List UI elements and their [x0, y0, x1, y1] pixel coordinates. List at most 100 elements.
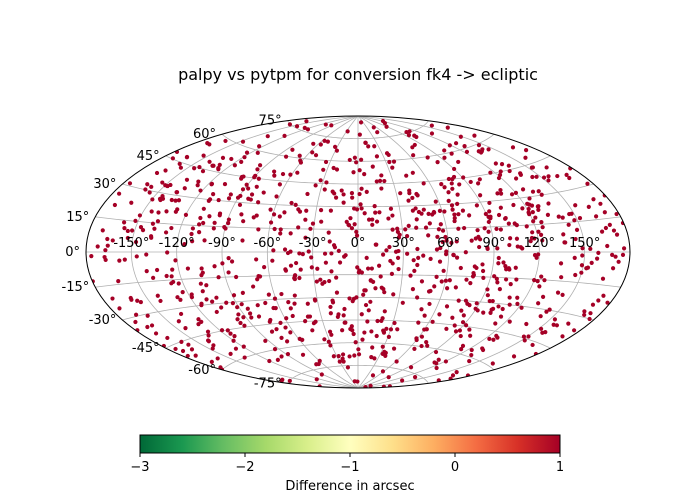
- data-point: [347, 296, 352, 301]
- data-point: [460, 208, 466, 213]
- data-point: [425, 155, 430, 160]
- data-point: [364, 255, 369, 260]
- data-point: [493, 321, 498, 326]
- data-point: [334, 167, 340, 172]
- data-point: [254, 184, 259, 189]
- data-point: [347, 157, 352, 163]
- data-point: [546, 174, 551, 179]
- data-point: [498, 227, 503, 232]
- latitude-tick-label: -75°: [254, 376, 282, 391]
- data-point: [533, 215, 538, 220]
- data-point: [309, 265, 314, 270]
- data-point: [424, 339, 429, 345]
- data-point: [534, 174, 539, 179]
- data-point: [366, 308, 371, 313]
- data-point: [298, 160, 304, 165]
- data-point: [268, 220, 274, 225]
- data-point: [435, 234, 440, 239]
- data-point: [231, 338, 236, 343]
- data-point: [458, 134, 463, 139]
- data-point: [341, 200, 346, 205]
- data-point: [487, 336, 492, 341]
- data-point: [173, 258, 178, 263]
- data-point: [414, 336, 419, 341]
- data-point: [271, 212, 277, 217]
- data-point: [310, 150, 315, 155]
- data-point: [412, 346, 417, 351]
- data-point: [362, 211, 367, 216]
- data-point: [387, 244, 392, 250]
- data-point: [153, 331, 159, 336]
- data-point: [95, 244, 100, 249]
- data-point: [307, 314, 313, 319]
- data-point: [336, 354, 341, 359]
- data-point: [184, 154, 190, 160]
- data-point: [174, 190, 180, 195]
- data-point: [555, 290, 561, 295]
- data-point: [222, 181, 228, 187]
- data-point: [610, 252, 615, 257]
- data-point: [373, 242, 378, 247]
- data-point: [210, 299, 215, 304]
- data-point: [149, 209, 154, 214]
- data-point: [481, 310, 486, 315]
- data-point: [526, 206, 531, 212]
- data-point: [117, 191, 122, 196]
- data-point: [438, 222, 443, 227]
- data-point: [433, 199, 438, 204]
- data-point: [449, 181, 454, 186]
- data-point: [232, 334, 237, 339]
- data-point: [577, 216, 583, 221]
- data-point: [282, 247, 288, 252]
- data-point: [485, 246, 490, 252]
- data-point: [591, 197, 596, 202]
- data-point: [480, 147, 485, 152]
- data-point: [415, 295, 420, 300]
- data-point: [539, 219, 544, 225]
- data-point: [378, 274, 383, 279]
- data-point: [349, 190, 355, 196]
- data-point: [382, 290, 387, 295]
- data-point: [377, 210, 382, 215]
- data-point: [390, 165, 395, 170]
- data-point: [443, 234, 448, 240]
- data-point: [287, 122, 293, 127]
- data-point: [329, 269, 334, 274]
- data-point: [594, 214, 599, 219]
- data-point: [235, 317, 240, 322]
- data-point: [507, 242, 512, 248]
- data-point: [152, 226, 157, 231]
- data-point: [480, 347, 486, 353]
- data-point: [229, 259, 235, 264]
- data-point: [467, 358, 472, 364]
- data-point: [354, 207, 360, 212]
- data-point: [220, 261, 225, 266]
- data-point: [164, 273, 169, 279]
- data-point: [365, 319, 370, 324]
- longitude-tick-label: 120°: [524, 236, 555, 251]
- data-point: [536, 229, 541, 234]
- data-point: [482, 226, 487, 231]
- data-point: [190, 239, 195, 244]
- data-point: [382, 121, 388, 126]
- data-point: [355, 265, 360, 270]
- data-point: [278, 320, 283, 326]
- data-point: [445, 125, 450, 130]
- data-point: [468, 333, 473, 338]
- data-point: [446, 190, 451, 195]
- data-point: [449, 240, 454, 245]
- data-point: [457, 328, 462, 333]
- data-point: [497, 287, 502, 292]
- data-point: [244, 182, 249, 187]
- colorbar-tick-label: −1: [340, 460, 359, 475]
- data-point: [180, 289, 185, 295]
- data-point: [554, 323, 560, 328]
- data-point: [288, 231, 293, 236]
- data-point: [349, 226, 355, 231]
- data-point: [170, 267, 175, 272]
- data-point: [354, 160, 359, 165]
- data-point: [582, 312, 587, 318]
- data-point: [530, 342, 535, 348]
- data-point: [515, 244, 520, 249]
- data-point: [135, 298, 140, 303]
